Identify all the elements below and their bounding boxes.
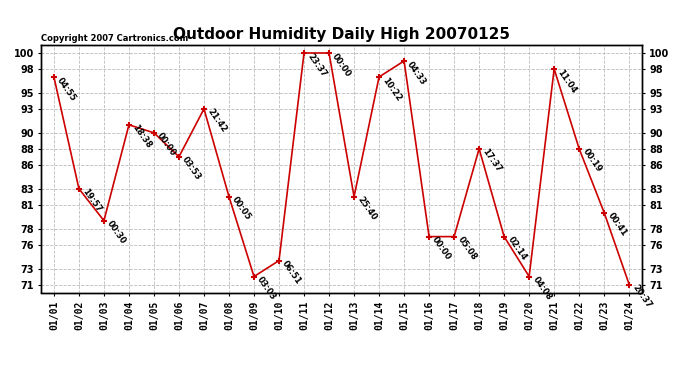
Text: 04:08: 04:08 [531, 275, 553, 302]
Text: 21:42: 21:42 [206, 108, 228, 135]
Text: 20:37: 20:37 [631, 283, 653, 310]
Text: 25:40: 25:40 [355, 195, 378, 222]
Title: Outdoor Humidity Daily High 20070125: Outdoor Humidity Daily High 20070125 [173, 27, 510, 42]
Text: 19:57: 19:57 [80, 188, 103, 214]
Text: 00:30: 00:30 [106, 219, 128, 246]
Text: 06:51: 06:51 [280, 259, 303, 286]
Text: 00:41: 00:41 [606, 211, 628, 238]
Text: 10:22: 10:22 [380, 75, 403, 103]
Text: 00:00: 00:00 [155, 131, 178, 158]
Text: 23:37: 23:37 [306, 52, 328, 78]
Text: 02:14: 02:14 [506, 235, 529, 262]
Text: 04:55: 04:55 [55, 75, 78, 103]
Text: Copyright 2007 Cartronics.com: Copyright 2007 Cartronics.com [41, 33, 188, 42]
Text: 18:38: 18:38 [130, 123, 153, 150]
Text: 00:19: 00:19 [580, 147, 603, 174]
Text: 05:08: 05:08 [455, 235, 478, 262]
Text: 00:05: 00:05 [230, 195, 253, 222]
Text: 00:00: 00:00 [431, 235, 453, 262]
Text: 04:33: 04:33 [406, 60, 428, 87]
Text: 00:00: 00:00 [331, 52, 353, 78]
Text: 03:53: 03:53 [180, 155, 203, 182]
Text: 17:37: 17:37 [480, 147, 503, 174]
Text: 03:03: 03:03 [255, 275, 278, 302]
Text: 11:04: 11:04 [555, 68, 578, 94]
